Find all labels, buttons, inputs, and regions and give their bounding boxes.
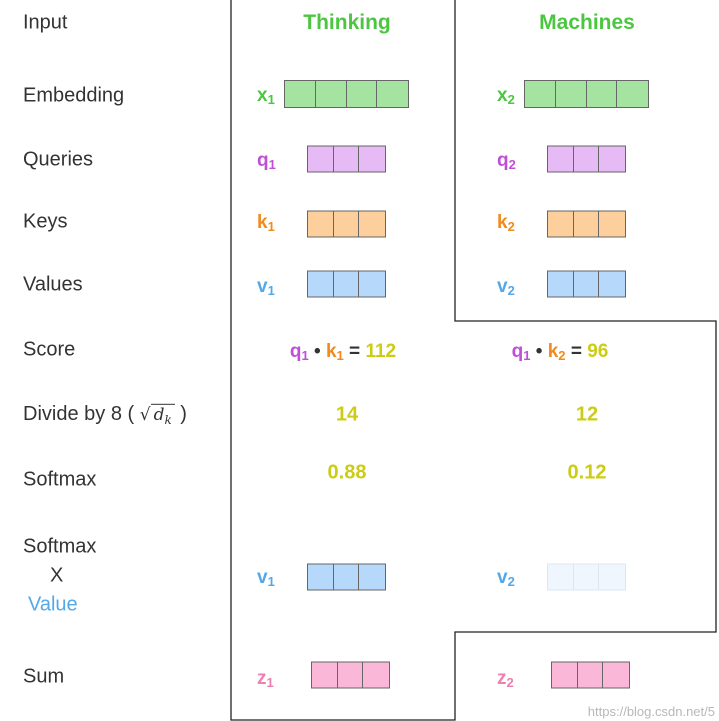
row-label-embedding: Embedding <box>23 84 125 107</box>
weighted-v1-cell <box>308 564 334 590</box>
k1-vector <box>307 210 386 238</box>
z1-label: z1 <box>257 668 274 690</box>
softmax-value-machines: 0.12 <box>567 461 607 484</box>
weighted-v2-label: v2 <box>497 567 515 589</box>
v1-vector <box>307 270 386 298</box>
divided-value-machines: 12 <box>575 403 599 426</box>
v2-cell <box>573 271 600 297</box>
k2-label: k2 <box>497 212 515 234</box>
v2-label: v2 <box>497 276 515 298</box>
divide-prefix: Divide by 8 ( <box>23 402 135 425</box>
v1-cell <box>359 271 385 297</box>
score-value-thinking: 112 <box>365 341 397 362</box>
k1-cell <box>359 211 385 237</box>
v2-cell <box>599 271 625 297</box>
v1-cell <box>308 271 334 297</box>
q1-label: q1 <box>257 150 276 172</box>
row-label-softmax-value-3: Value <box>28 593 78 616</box>
z2-cell <box>552 662 578 688</box>
v1-cell <box>333 271 360 297</box>
q2-cell <box>573 146 600 172</box>
q1-cell <box>359 146 385 172</box>
q1-cell <box>308 146 334 172</box>
z1-cell <box>312 662 338 688</box>
x2-vector <box>524 80 649 108</box>
weighted-v2-cell <box>548 564 574 590</box>
header-machines: Machines <box>539 11 635 34</box>
x2-cell <box>525 81 556 107</box>
row-label-score: Score <box>23 338 76 361</box>
weighted-v1-cell <box>359 564 385 590</box>
row-label-keys: Keys <box>23 210 68 233</box>
row-label-input: Input <box>23 11 68 34</box>
sqrt-d: d <box>153 404 165 425</box>
x1-cell <box>377 81 408 107</box>
row-label-softmax-value-1: Softmax <box>23 535 97 558</box>
x2-cell <box>555 81 587 107</box>
k2-cell <box>548 211 574 237</box>
q2-label: q2 <box>497 150 516 172</box>
sqrt-k: k <box>164 413 172 428</box>
softmax-value-thinking: 0.88 <box>327 461 367 484</box>
v2-cell <box>548 271 574 297</box>
score-value-machines: 96 <box>587 341 609 362</box>
z1-cell <box>363 662 389 688</box>
z1-vector <box>311 661 390 689</box>
row-label-softmax-value-x: X <box>50 564 64 587</box>
weighted-v1-cell <box>333 564 360 590</box>
z2-cell <box>603 662 629 688</box>
row-label-divide: Divide by 8 ( √ dk ) <box>23 403 187 427</box>
score-formula-machines: q1 • k2 = 96 <box>511 341 609 363</box>
k2-cell <box>573 211 600 237</box>
q1-cell <box>333 146 360 172</box>
q2-cell <box>548 146 574 172</box>
z2-cell <box>577 662 604 688</box>
k2-vector <box>547 210 626 238</box>
score-formula-thinking: q1 • k1 = 112 <box>289 341 397 363</box>
z2-label: z2 <box>497 668 514 690</box>
x2-label: x2 <box>497 85 515 107</box>
weighted-v1-label: v1 <box>257 567 275 589</box>
x2-cell <box>617 81 648 107</box>
x1-cell <box>346 81 378 107</box>
x1-label: x1 <box>257 85 275 107</box>
sqrt-dk-formula: √ dk <box>140 403 175 428</box>
weighted-v2-cell <box>599 564 625 590</box>
k1-cell <box>308 211 334 237</box>
v2-vector <box>547 270 626 298</box>
divided-value-thinking: 14 <box>335 403 359 426</box>
k1-cell <box>333 211 360 237</box>
row-label-softmax: Softmax <box>23 468 97 491</box>
weighted-v1-vector <box>307 563 386 591</box>
z2-vector <box>551 661 630 689</box>
divide-suffix: ) <box>180 402 187 425</box>
weighted-v2-cell <box>573 564 600 590</box>
q2-vector <box>547 145 626 173</box>
v1-label: v1 <box>257 276 275 298</box>
k1-label: k1 <box>257 212 275 234</box>
row-label-sum: Sum <box>23 665 65 688</box>
x1-cell <box>315 81 347 107</box>
k2-cell <box>599 211 625 237</box>
z1-cell <box>337 662 364 688</box>
watermark: https://blog.csdn.net/5 <box>587 704 715 719</box>
x1-cell <box>285 81 316 107</box>
weighted-v2-vector <box>547 563 626 591</box>
header-thinking: Thinking <box>303 11 391 34</box>
row-label-values: Values <box>23 273 83 296</box>
q1-vector <box>307 145 386 173</box>
q2-cell <box>599 146 625 172</box>
row-label-queries: Queries <box>23 148 94 171</box>
x2-cell <box>586 81 618 107</box>
x1-vector <box>284 80 409 108</box>
